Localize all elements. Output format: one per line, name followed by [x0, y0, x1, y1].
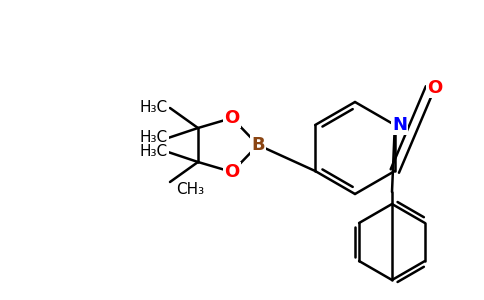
Text: O: O — [427, 79, 443, 97]
Text: B: B — [251, 136, 265, 154]
Text: CH₃: CH₃ — [176, 182, 204, 197]
Text: O: O — [225, 163, 240, 181]
Text: H₃C: H₃C — [140, 145, 168, 160]
Text: H₃C: H₃C — [140, 100, 168, 116]
Text: N: N — [393, 116, 408, 134]
Text: H₃C: H₃C — [140, 130, 168, 146]
Text: O: O — [225, 109, 240, 127]
